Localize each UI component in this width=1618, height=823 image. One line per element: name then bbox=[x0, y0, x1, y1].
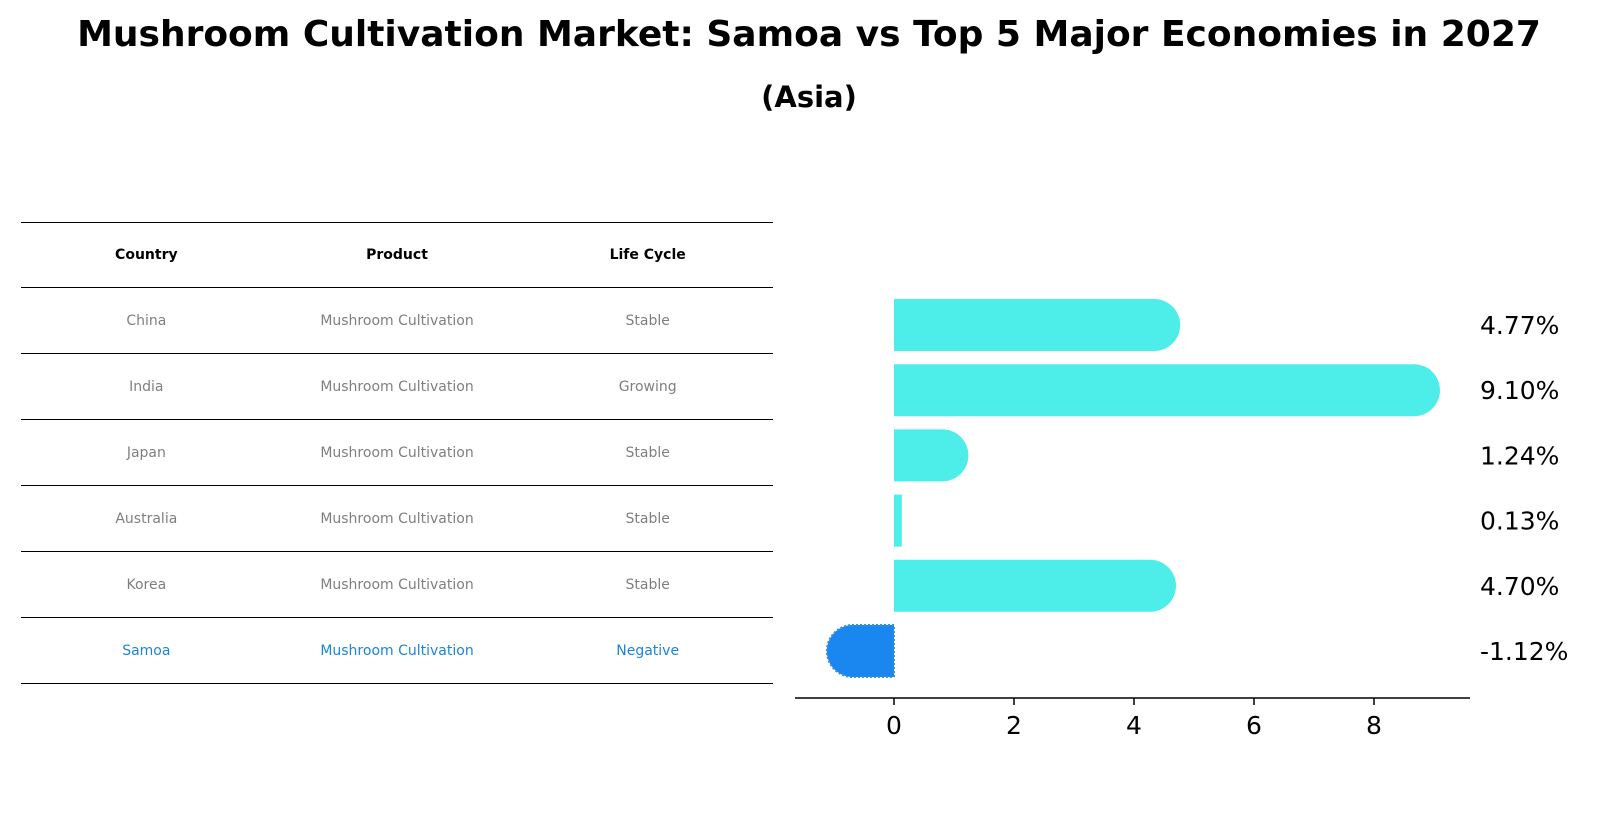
chart-title: Mushroom Cultivation Market: Samoa vs To… bbox=[77, 14, 1541, 55]
x-tick-label: 0 bbox=[886, 711, 902, 740]
bar-value-label: -1.12% bbox=[1480, 637, 1568, 666]
bar-korea bbox=[894, 559, 1176, 612]
table-row: India Mushroom Cultivation Growing bbox=[21, 354, 773, 420]
table-row: Korea Mushroom Cultivation Stable bbox=[21, 552, 773, 618]
chart-subtitle: (Asia) bbox=[761, 80, 857, 114]
table-cell-product: Mushroom Cultivation bbox=[320, 378, 474, 395]
table-header-product: Product bbox=[366, 247, 428, 263]
table-row-highlight: Samoa Mushroom Cultivation Negative bbox=[21, 618, 773, 684]
table-cell-country: Australia bbox=[115, 510, 178, 527]
table-header-life-cycle: Life Cycle bbox=[609, 247, 686, 263]
bar-china bbox=[894, 299, 1181, 351]
bar-value-label: 4.70% bbox=[1480, 572, 1559, 601]
table-cell-product: Mushroom Cultivation bbox=[320, 642, 474, 659]
table-cell-country: Japan bbox=[126, 444, 166, 461]
bar-samoa bbox=[825, 624, 895, 678]
table-row: Japan Mushroom Cultivation Stable bbox=[21, 420, 773, 486]
table-cell-country: China bbox=[126, 312, 167, 329]
table-cell-life-cycle: Stable bbox=[625, 576, 670, 593]
bar-value-label: 9.10% bbox=[1480, 376, 1559, 405]
table-cell-product: Mushroom Cultivation bbox=[320, 576, 474, 593]
table-cell-product: Mushroom Cultivation bbox=[320, 312, 474, 329]
table-cell-country: India bbox=[129, 378, 164, 395]
table-cell-country: Samoa bbox=[122, 642, 171, 659]
bar-australia bbox=[894, 494, 902, 547]
table-header-row: Country Product Life Cycle bbox=[21, 222, 773, 288]
bar-value-label: 0.13% bbox=[1480, 507, 1559, 536]
table-cell-product: Mushroom Cultivation bbox=[320, 510, 474, 527]
table-cell-life-cycle: Negative bbox=[616, 642, 680, 659]
table-cell-product: Mushroom Cultivation bbox=[320, 444, 474, 461]
table-header-country: Country bbox=[115, 247, 178, 263]
table-row: Australia Mushroom Cultivation Stable bbox=[21, 486, 773, 552]
table-cell-life-cycle: Stable bbox=[625, 444, 670, 461]
table-cell-life-cycle: Growing bbox=[618, 378, 677, 395]
data-table: Country Product Life Cycle China Mushroo… bbox=[21, 222, 773, 684]
table-cell-country: Korea bbox=[126, 576, 167, 593]
bar-value-label: 1.24% bbox=[1480, 441, 1559, 470]
bar-value-label: 4.77% bbox=[1480, 311, 1559, 340]
x-tick-label: 2 bbox=[1006, 711, 1022, 740]
bar-india bbox=[894, 364, 1440, 417]
x-tick-label: 8 bbox=[1366, 711, 1382, 740]
bar-japan bbox=[894, 429, 969, 482]
x-tick-label: 6 bbox=[1246, 711, 1262, 740]
table-cell-life-cycle: Stable bbox=[625, 510, 670, 527]
table-row: China Mushroom Cultivation Stable bbox=[21, 288, 773, 354]
x-tick-label: 4 bbox=[1126, 711, 1142, 740]
table-cell-life-cycle: Stable bbox=[625, 312, 670, 329]
